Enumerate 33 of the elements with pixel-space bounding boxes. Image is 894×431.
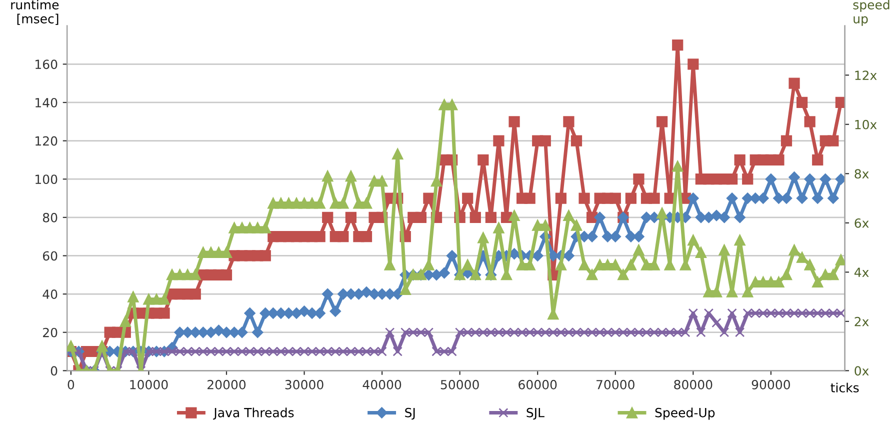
x-tick-label: 40000 [362, 380, 402, 390]
y-tick-label: 100 [36, 174, 58, 184]
x-tick-label: 10000 [130, 380, 168, 390]
y-tick-label: 0 [50, 366, 58, 376]
legend-label: SJ [405, 408, 415, 420]
y-tick-label: 20 [43, 328, 58, 338]
x-tick-label: 20000 [208, 380, 246, 390]
y-tick-label: 60 [42, 251, 58, 261]
y2-axis-title: speed up [853, 0, 890, 26]
y2-tick-label: 2x [854, 316, 869, 326]
y-tick-label: 160 [36, 60, 58, 70]
legend-label: Java Threads [213, 408, 294, 420]
y-tick-label: 140 [36, 98, 58, 108]
y2-tick-label: 10x [855, 120, 877, 130]
x-axis-title: ticks [830, 382, 859, 392]
y-axis-title: runtime [msec] [11, 0, 59, 25]
x-tick-label: 50000 [440, 380, 479, 390]
y2-tick-label: 0x [854, 366, 869, 376]
y2-tick-label: 6x [854, 218, 869, 228]
x-tick-label: 0 [68, 380, 74, 390]
y2-tick-label: 4x [854, 268, 869, 277]
x-tick-label: 90000 [752, 380, 790, 390]
x-tick-label: 60000 [518, 380, 557, 390]
y-tick-label: 80 [42, 212, 58, 222]
y-tick-label: 40 [42, 290, 58, 299]
legend-label: Speed-Up [655, 408, 715, 420]
x-tick-label: 80000 [674, 380, 712, 390]
x-tick-label: 70000 [596, 380, 634, 390]
legend-label: SJL [526, 408, 544, 420]
x-tick-label: 30000 [285, 380, 324, 390]
y2-tick-label: 12x [855, 70, 877, 80]
y-tick-label: 120 [36, 136, 58, 146]
y2-tick-label: 8x [854, 169, 869, 179]
